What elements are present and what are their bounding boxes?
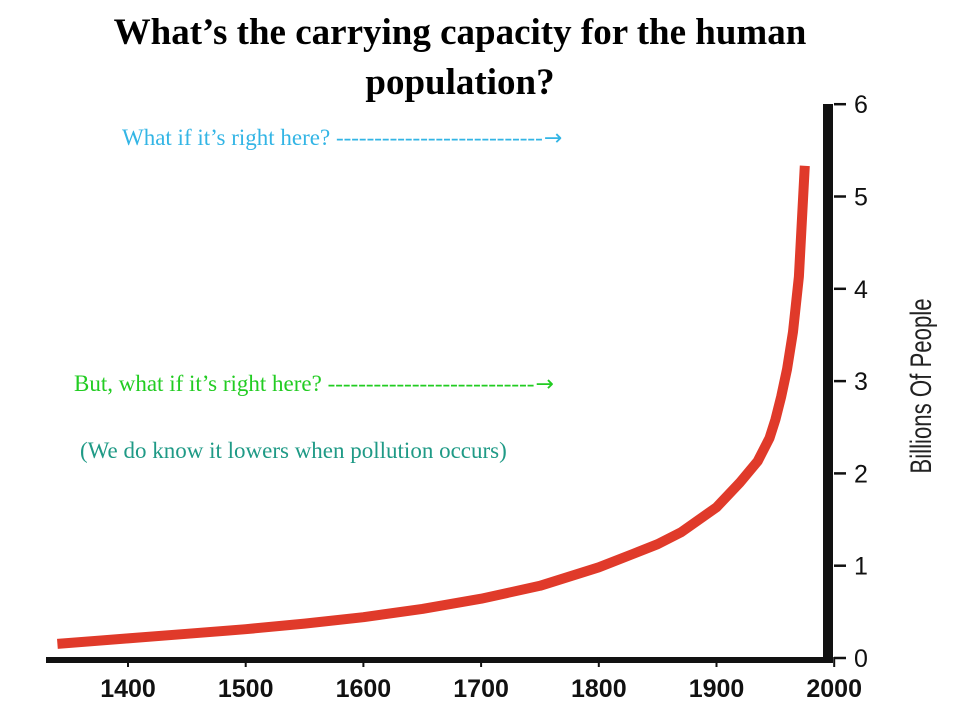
title-line-2: population? <box>365 62 555 103</box>
y-tick-label: 2 <box>854 460 868 488</box>
title-line-1: What’s the carrying capacity for the hum… <box>113 12 807 53</box>
y-tick-label: 5 <box>854 184 868 212</box>
arrow-right-icon: → <box>535 372 554 397</box>
y-tick-label: 6 <box>854 91 868 119</box>
y-axis-label: Billions Of People <box>904 298 938 473</box>
callout-low-text: But, what if it’s right here? ----------… <box>74 371 535 396</box>
y-tick-label: 1 <box>854 553 868 581</box>
x-tick-label: 1800 <box>571 675 627 703</box>
population-series-line <box>57 165 810 649</box>
chart-series <box>57 165 810 649</box>
x-tick-label: 1500 <box>218 675 274 703</box>
arrow-right-icon: → <box>543 126 563 151</box>
x-tick-label: 2000 <box>806 675 862 703</box>
callout-carrying-capacity-low: But, what if it’s right here? ----------… <box>74 370 554 399</box>
x-tick-label: 1600 <box>336 675 392 703</box>
x-tick-label: 1700 <box>453 675 509 703</box>
x-tick-label: 1400 <box>100 675 156 703</box>
pollution-note: (We do know it lowers when pollution occ… <box>80 438 507 463</box>
chart-axes <box>46 104 833 663</box>
y-tick-label: 3 <box>854 368 868 396</box>
y-tick-label: 4 <box>854 276 868 304</box>
callout-carrying-capacity-high: What if it’s right here? ---------------… <box>122 124 562 153</box>
y-tick-label: 0 <box>854 645 868 673</box>
slide-title: What’s the carrying capacity for the hum… <box>40 8 880 108</box>
x-tick-label: 1900 <box>689 675 745 703</box>
callout-high-text: What if it’s right here? ---------------… <box>122 125 543 150</box>
